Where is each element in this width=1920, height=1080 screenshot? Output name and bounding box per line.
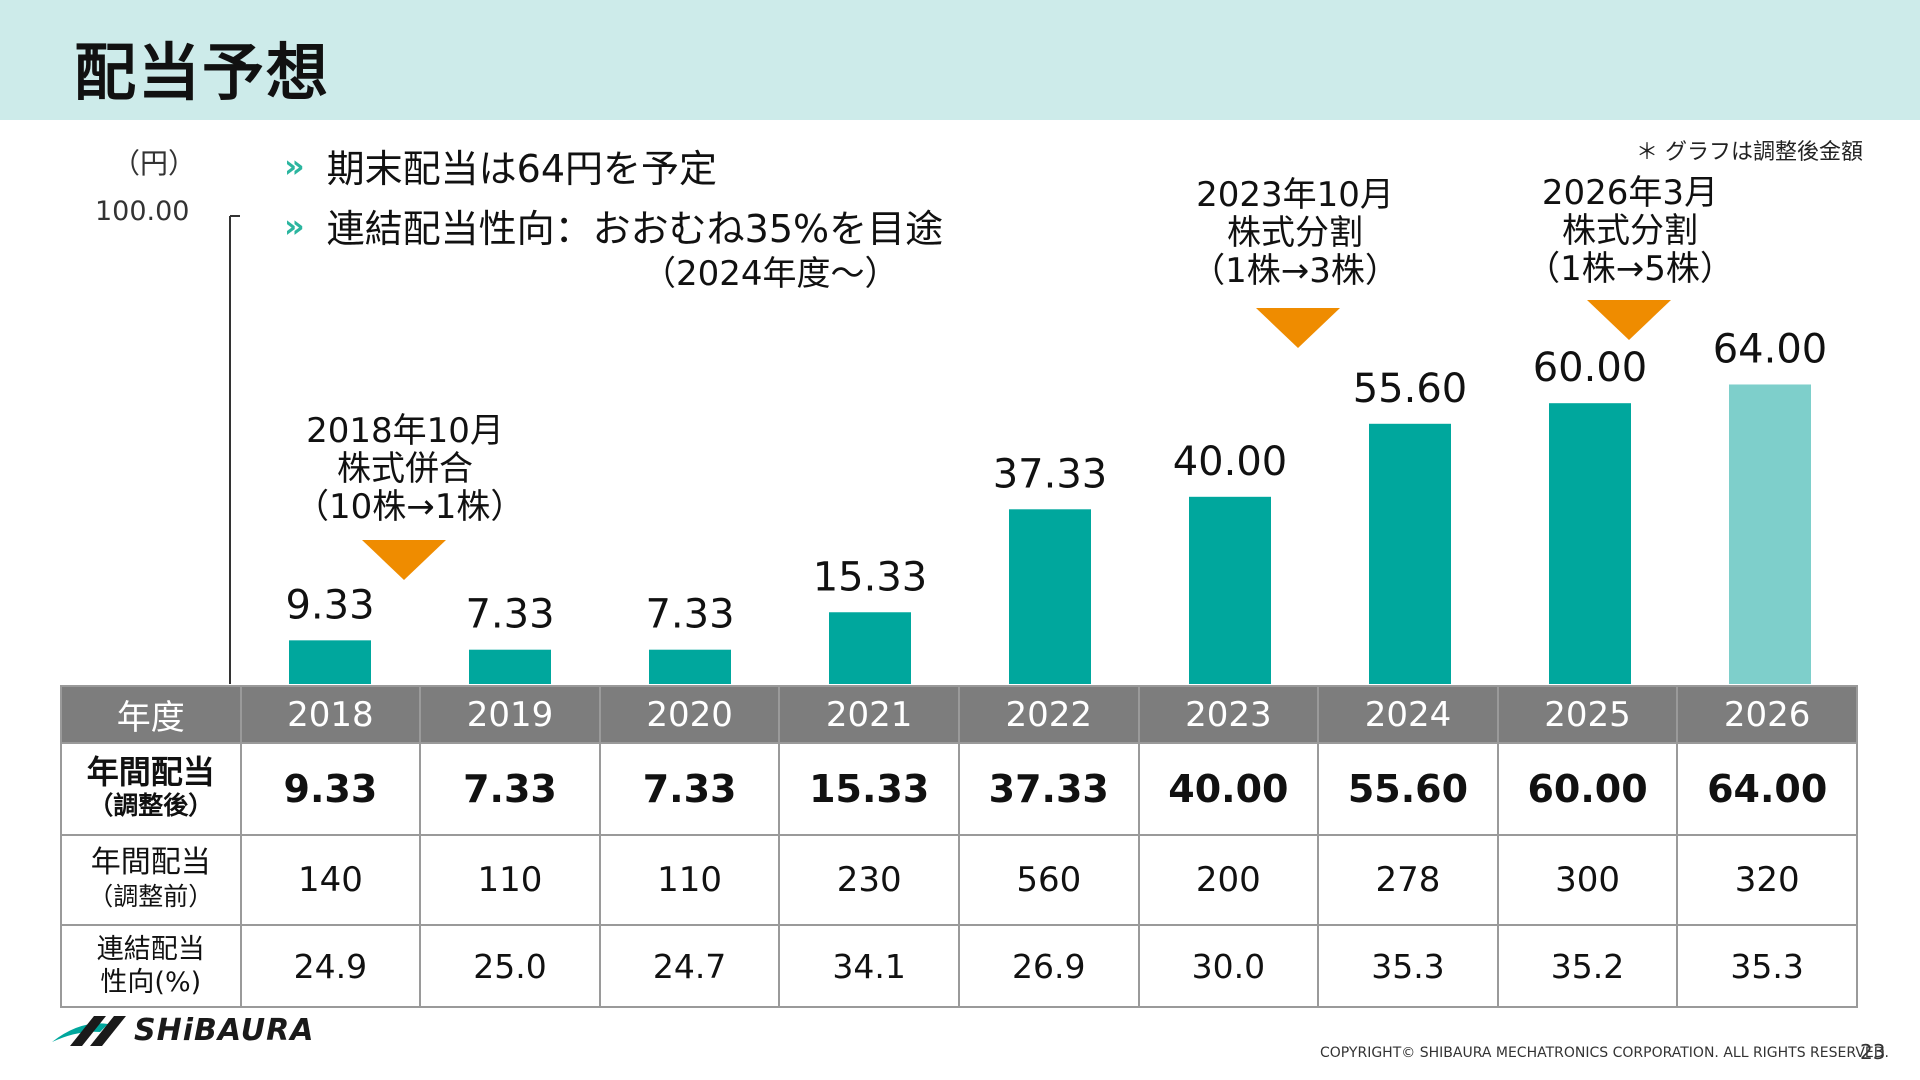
annotation-2018-consolidation: 2018年10月 株式併合 （10株→1株）: [295, 411, 525, 527]
bar-2021: [829, 612, 911, 684]
cell-adjusted-2026: 64.00: [1676, 742, 1858, 836]
table-header-row: 年度 2018 2019 2020 2021 2022 2023 2024 2025 2026: [60, 685, 1858, 744]
y-axis-unit: （円）: [112, 147, 197, 180]
annotation-line: （10株→1株）: [295, 487, 525, 527]
year-header-2021: 2021: [778, 685, 960, 744]
logo-text: SHiBAURA: [134, 1012, 315, 1048]
cell-unadjusted-2022: 560: [957, 834, 1140, 926]
annotation-line: （1株→3株）: [1191, 251, 1399, 291]
y-axis-max-label: 100.00: [95, 196, 190, 227]
cell-adjusted-2025: 60.00: [1496, 742, 1679, 836]
cell-unadjusted-2024: 278: [1317, 834, 1499, 926]
data-label-2018: 9.33: [285, 582, 374, 628]
cell-adjusted-2020: 7.33: [598, 742, 781, 836]
cell-payout-2023: 30.0: [1137, 924, 1320, 1008]
annotation-line: 株式分割: [1227, 213, 1363, 253]
annotation-line: 2023年10月: [1196, 175, 1394, 215]
year-header-2019: 2019: [419, 685, 601, 744]
cell-unadjusted-2018: 140: [239, 834, 422, 926]
cell-payout-2025: 35.2: [1496, 924, 1679, 1008]
year-header-2024: 2024: [1317, 685, 1499, 744]
triangle-marker-icon: [362, 540, 446, 580]
year-header-2022: 2022: [957, 685, 1140, 744]
year-header-2020: 2020: [598, 685, 781, 744]
year-header-2026: 2026: [1676, 685, 1858, 744]
annotation-2023-split: 2023年10月 株式分割 （1株→3株）: [1185, 176, 1405, 290]
bullet-2: » 連結配当性向：おおむね35%を目途: [284, 198, 943, 253]
cell-payout-2024: 35.3: [1317, 924, 1499, 1008]
data-label-2024: 55.60: [1353, 366, 1468, 412]
annotation-line: 2018年10月: [306, 411, 504, 451]
data-label-2021: 15.33: [813, 554, 928, 600]
bar-2024: [1369, 423, 1451, 684]
graph-note: ＊ グラフは調整後金額: [1636, 140, 1863, 165]
table-row-unadjusted: 年間配当 （調整前） 140 110 110 230 560 200 278 300 320: [60, 834, 1858, 926]
bullet-1-text: 期末配当は64円を予定: [326, 147, 718, 191]
shibaura-logo-icon: [52, 1016, 126, 1046]
table-row-adjusted: 年間配当 （調整後） 9.33 7.33 7.33 15.33 37.33 40.00 55.…: [60, 742, 1858, 836]
cell-unadjusted-2026: 320: [1676, 834, 1858, 926]
copyright: COPYRIGHT© SHIBAURA MECHATRONICS CORPORA…: [1320, 1045, 1889, 1061]
cell-adjusted-2024: 55.60: [1317, 742, 1499, 836]
cell-payout-2022: 26.9: [957, 924, 1140, 1008]
data-label-2025: 60.00: [1533, 345, 1648, 391]
bar-2022: [1009, 509, 1091, 684]
cell-unadjusted-2019: 110: [419, 834, 601, 926]
bullet-1: » 期末配当は64円を予定: [284, 138, 717, 193]
cell-unadjusted-2020: 110: [598, 834, 781, 926]
triangle-marker-icon: [1256, 308, 1340, 348]
cell-unadjusted-2021: 230: [778, 834, 960, 926]
data-label-2022: 37.33: [993, 451, 1108, 497]
cell-unadjusted-2025: 300: [1496, 834, 1679, 926]
table-row-payout-ratio: 連結配当 性向(%) 24.9 25.0 24.7 34.1 26.9 30.0 35.3 35…: [60, 924, 1858, 1008]
cell-adjusted-2023: 40.00: [1137, 742, 1320, 836]
cell-payout-2018: 24.9: [239, 924, 422, 1008]
annotation-line: （1株→5株）: [1526, 249, 1734, 289]
data-label-2020: 7.33: [645, 592, 734, 638]
header-bar: 配当予想: [0, 0, 1920, 120]
bar-2025: [1549, 403, 1631, 684]
bar-2026: [1729, 384, 1811, 684]
cell-payout-2021: 34.1: [778, 924, 960, 1008]
dividend-table: 年度 2018 2019 2020 2021 2022 2023 2024 2025 2026 …: [60, 685, 1858, 1008]
company-logo: SHiBAURA: [50, 1010, 314, 1050]
annotation-line: 株式併合: [337, 449, 473, 489]
bar-2020: [649, 649, 731, 684]
bar-2019: [469, 649, 551, 684]
annotation-line: 株式分割: [1562, 211, 1698, 251]
year-header-2018: 2018: [239, 685, 422, 744]
year-header: 年度: [60, 685, 242, 744]
data-label-2026: 64.00: [1713, 326, 1828, 372]
bullet-2-text: 連結配当性向：おおむね35%を目途: [326, 207, 944, 251]
annotation-line: 2026年3月: [1541, 173, 1719, 213]
cell-payout-2020: 24.7: [598, 924, 781, 1008]
cell-unadjusted-2023: 200: [1137, 834, 1320, 926]
page-number: 23: [1860, 1040, 1886, 1064]
cell-payout-2026: 35.3: [1676, 924, 1858, 1008]
row-label-unadjusted: 年間配当 （調整前）: [60, 834, 242, 926]
bar-2023: [1189, 496, 1271, 684]
data-label-2019: 7.33: [465, 592, 554, 638]
triangle-marker-icon: [1587, 300, 1671, 340]
cell-payout-2019: 25.0: [419, 924, 601, 1008]
row-label-adjusted: 年間配当 （調整後）: [60, 742, 242, 836]
cell-adjusted-2019: 7.33: [419, 742, 601, 836]
year-header-2025: 2025: [1496, 685, 1679, 744]
cell-adjusted-2021: 15.33: [778, 742, 960, 836]
page-title: 配当予想: [74, 36, 331, 109]
cell-adjusted-2022: 37.33: [957, 742, 1140, 836]
data-label-2023: 40.00: [1173, 439, 1288, 485]
year-header-2023: 2023: [1137, 685, 1320, 744]
row-label-payout-ratio: 連結配当 性向(%): [60, 924, 242, 1008]
bar-2018: [289, 640, 371, 684]
cell-adjusted-2018: 9.33: [239, 742, 422, 836]
annotation-2026-split: 2026年3月 株式分割 （1株→5株）: [1520, 174, 1740, 288]
bullet-2-subtext: （2024年度～）: [642, 254, 899, 294]
